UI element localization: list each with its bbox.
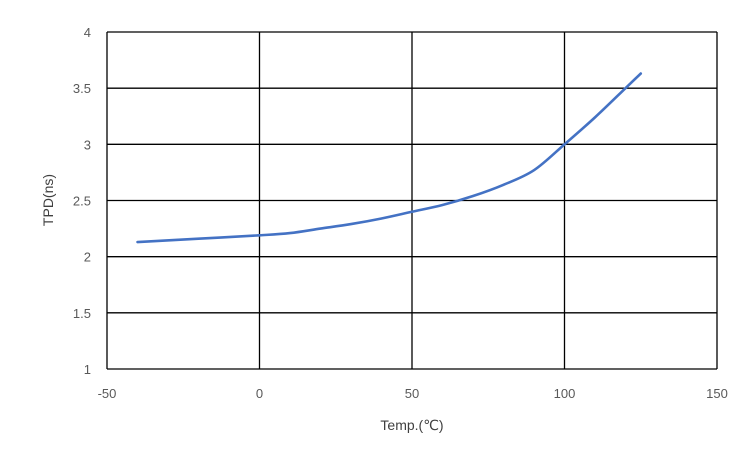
y-tick-label: 2.5 xyxy=(73,194,91,209)
y-tick-label: 4 xyxy=(84,25,91,40)
y-tick-label: 1.5 xyxy=(73,306,91,321)
y-tick-labels: 1 1.5 2 2.5 3 3.5 4 xyxy=(73,25,91,377)
y-tick-label: 1 xyxy=(84,362,91,377)
grid xyxy=(106,31,718,370)
x-tick-labels: -50 0 50 100 150 xyxy=(98,386,728,401)
x-tick-label: -50 xyxy=(98,386,117,401)
y-axis-title: TPD(ns) xyxy=(40,174,56,226)
x-tick-label: 100 xyxy=(554,386,576,401)
x-tick-label: 150 xyxy=(706,386,728,401)
x-axis-title: Temp.(℃) xyxy=(380,417,443,433)
y-tick-label: 2 xyxy=(84,250,91,265)
x-tick-label: 0 xyxy=(256,386,263,401)
y-tick-label: 3 xyxy=(84,137,91,152)
x-tick-label: 50 xyxy=(405,386,419,401)
series-line xyxy=(136,72,643,244)
series-layer xyxy=(136,72,643,244)
y-tick-label: 3.5 xyxy=(73,81,91,96)
